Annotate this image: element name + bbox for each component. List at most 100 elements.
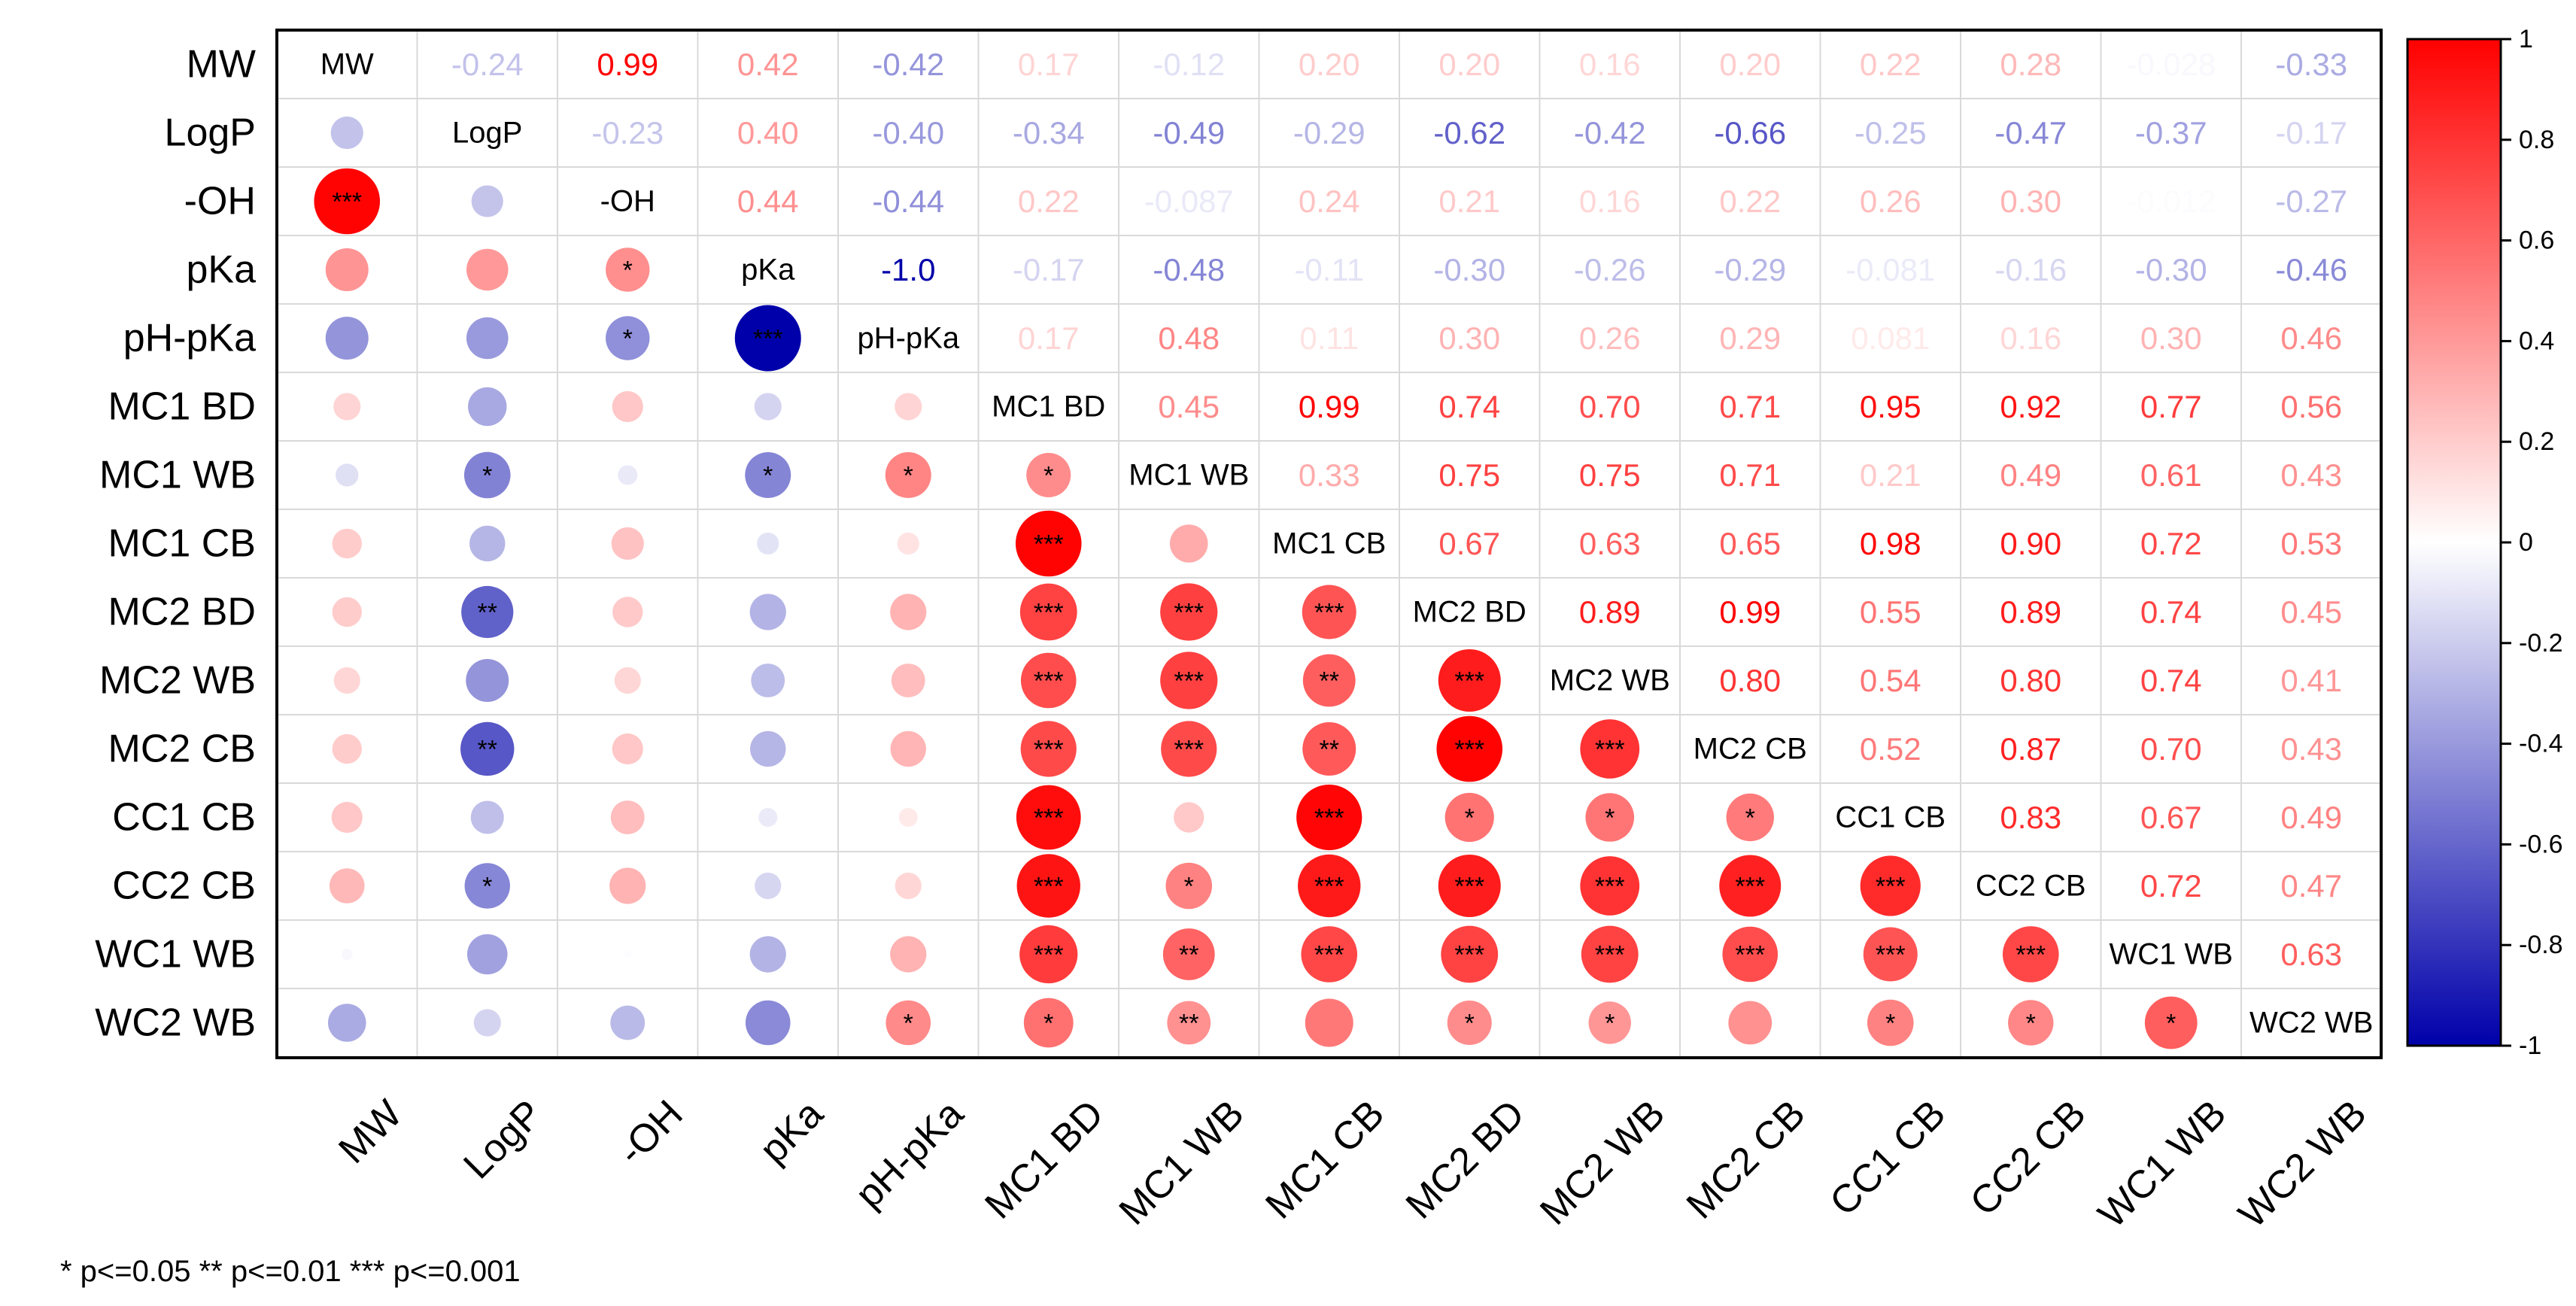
- color-bar-tick-label: 0: [2519, 528, 2533, 557]
- correlation-circle: [1301, 926, 1358, 983]
- diagonal-label: MC2 WB: [1550, 664, 1670, 697]
- correlation-value: 0.55: [1860, 594, 1921, 630]
- correlation-circle: [749, 936, 786, 973]
- correlation-value: 0.75: [1438, 457, 1500, 493]
- correlation-circle: [466, 659, 509, 702]
- correlation-circle: [754, 393, 782, 421]
- significance-mark: **: [478, 736, 497, 764]
- significance-mark: ***: [1314, 941, 1344, 970]
- correlation-value: 0.45: [1158, 389, 1220, 424]
- color-bar: 1 0.8 0.6 0.4 0.2 0 -0.2 -0.4 -0.6 -0.8 -1: [2406, 25, 2563, 1060]
- correlation-circle: [614, 667, 641, 694]
- diagonal-label: pH-pKa: [857, 322, 959, 355]
- significance-mark: *: [2166, 1010, 2176, 1038]
- correlation-circle: [1020, 652, 1077, 709]
- correlation-value: 0.52: [1860, 731, 1921, 767]
- correlation-value: 0.63: [2280, 937, 2342, 972]
- correlation-circle: [329, 868, 365, 904]
- significance-mark: ***: [1314, 873, 1344, 901]
- correlation-value: 0.65: [1719, 526, 1781, 561]
- significance-mark: *: [623, 257, 633, 285]
- significance-mark: *: [1184, 873, 1194, 901]
- correlation-circle: [327, 1004, 366, 1042]
- significance-mark: **: [1320, 736, 1339, 764]
- correlation-circle: [1580, 856, 1640, 916]
- column-label: MC2 BD: [1398, 1092, 1533, 1227]
- significance-mark: **: [1320, 667, 1339, 696]
- significance-mark: ***: [2016, 941, 2046, 970]
- column-label: MC1 WB: [1111, 1092, 1253, 1233]
- correlation-circle: [1719, 855, 1782, 917]
- correlation-value: 0.74: [1438, 389, 1500, 424]
- row-label: MC2 WB: [99, 659, 256, 703]
- correlation-value: 0.70: [1579, 389, 1641, 424]
- diagonal-label: CC1 CB: [1835, 801, 1946, 834]
- correlation-value: 0.75: [1579, 457, 1641, 493]
- column-label: WC1 WB: [2090, 1092, 2234, 1236]
- correlation-circle: [1026, 453, 1071, 497]
- significance-mark: ***: [1314, 599, 1344, 627]
- correlation-circle: [750, 730, 786, 767]
- correlation-circle: [612, 597, 643, 627]
- correlation-value: 0.43: [2280, 731, 2342, 767]
- correlation-circle: [1296, 784, 1362, 851]
- correlation-value: 0.44: [737, 184, 799, 219]
- diagonal-label: MC1 WB: [1129, 459, 1249, 492]
- significance-mark: *: [1605, 804, 1615, 833]
- correlation-circle: [1588, 1001, 1631, 1044]
- correlation-value: -0.30: [2135, 252, 2207, 287]
- correlation-circle: [1165, 862, 1213, 910]
- correlation-circle: [606, 248, 650, 292]
- correlation-circle: [463, 451, 511, 499]
- correlation-value: 0.89: [2000, 594, 2061, 630]
- correlation-circle: [885, 452, 931, 498]
- correlation-value: 0.98: [1860, 526, 1921, 561]
- correlation-circle: [332, 733, 362, 764]
- correlation-value: 0.49: [2280, 800, 2342, 835]
- correlation-value: 0.63: [1579, 526, 1641, 561]
- correlation-value: -0.028: [2126, 47, 2216, 82]
- significance-mark: ***: [1735, 941, 1765, 970]
- row-label: MC2 CB: [108, 727, 256, 771]
- significance-mark: *: [1043, 1010, 1053, 1038]
- correlation-value: 0.89: [1579, 594, 1641, 630]
- correlation-circle: [895, 872, 922, 900]
- significance-mark: ***: [1876, 941, 1906, 970]
- correlation-value: -0.33: [2275, 47, 2347, 82]
- correlation-circle: [2002, 926, 2059, 983]
- diagonal-label: MC1 BD: [992, 390, 1105, 424]
- correlation-circle: [745, 452, 791, 498]
- correlation-circle: [1436, 715, 1503, 782]
- correlation-value: -0.42: [1574, 115, 1646, 150]
- correlation-circle: [1728, 1001, 1773, 1045]
- correlation-value: 0.99: [597, 47, 658, 82]
- plot-frame: [275, 29, 2383, 1059]
- correlation-circle: [1441, 925, 1499, 983]
- significance-mark: *: [1605, 1010, 1615, 1038]
- correlation-circle: [610, 1005, 646, 1040]
- significance-mark: ***: [1174, 599, 1204, 627]
- correlation-value: -0.17: [2275, 115, 2347, 150]
- correlation-value: 0.21: [1438, 184, 1500, 219]
- correlation-circle: [1298, 854, 1361, 918]
- correlation-value: 0.24: [1299, 184, 1360, 219]
- significance-mark: **: [478, 599, 497, 627]
- correlation-circle: [2008, 1000, 2054, 1046]
- correlation-circle: [1438, 855, 1501, 917]
- correlation-value: -0.44: [872, 184, 944, 219]
- diagonal-label: MC2 CB: [1694, 733, 1807, 766]
- correlation-circle: [1863, 927, 1918, 982]
- correlation-value: 0.33: [1299, 457, 1360, 493]
- correlation-circle: [1444, 792, 1494, 843]
- significance-mark: **: [1179, 941, 1198, 970]
- row-labels: MW LogP -OH pKa pH-pKa MC1 BD MC1 WB MC1 CB MC2 …: [95, 43, 256, 1045]
- correlation-circle: [1019, 925, 1078, 984]
- correlation-value: 0.53: [2280, 526, 2342, 561]
- row-label: -OH: [184, 180, 256, 223]
- row-label: MC1 CB: [108, 522, 256, 566]
- correlation-value: 0.21: [1860, 457, 1921, 493]
- correlation-circle: [336, 463, 359, 487]
- correlation-circle: [1174, 802, 1204, 833]
- correlation-circle: [890, 594, 927, 630]
